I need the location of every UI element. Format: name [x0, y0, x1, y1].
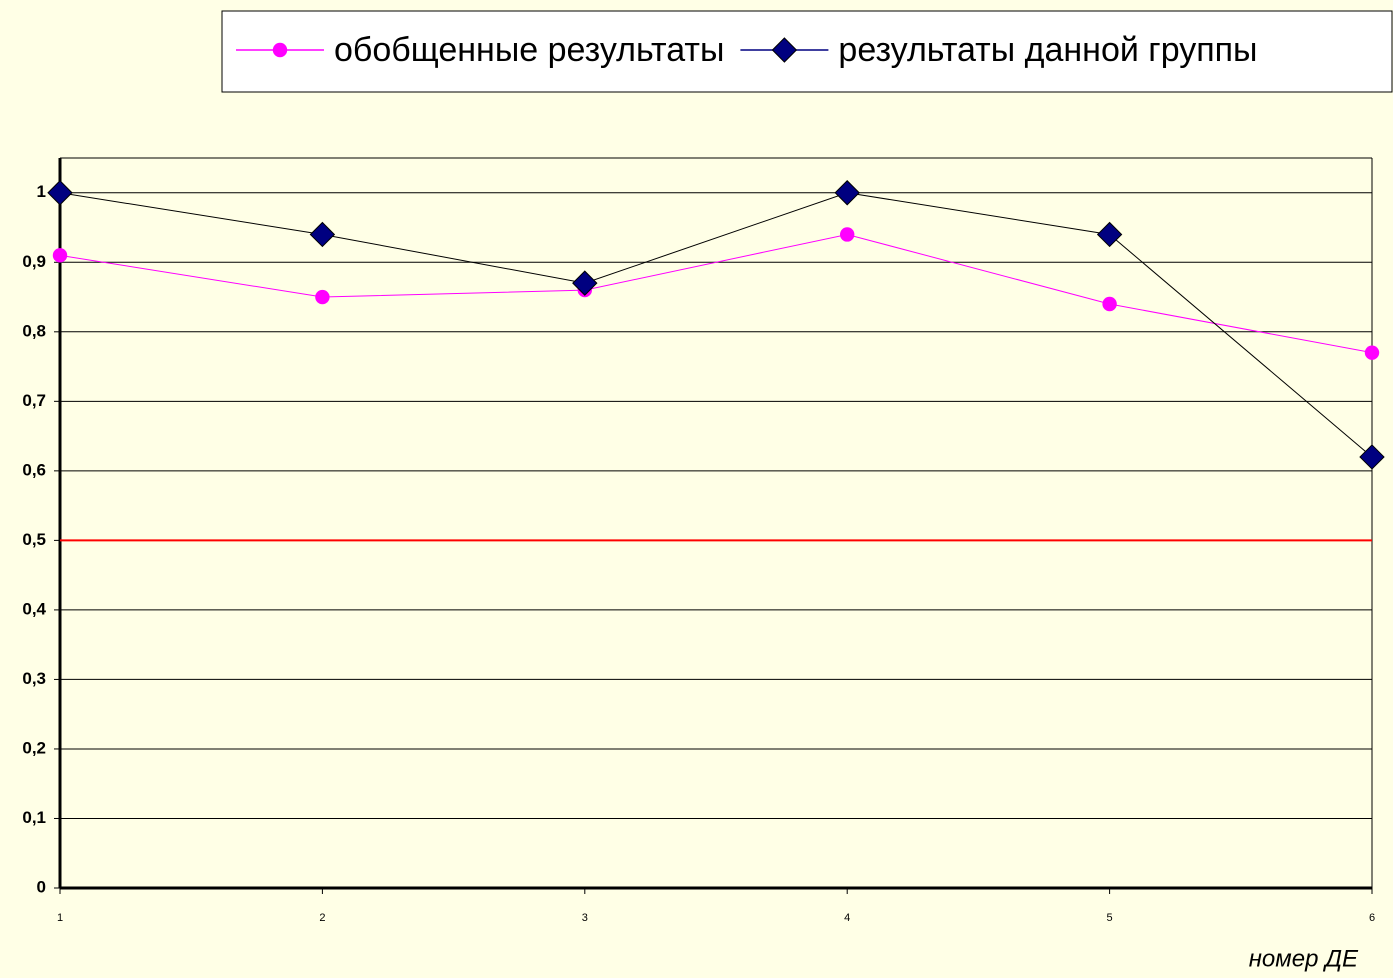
legend-label: обобщенные результаты [334, 31, 724, 69]
marker [1102, 296, 1117, 312]
marker [52, 248, 68, 263]
y-tick-label: 0 [37, 877, 46, 896]
y-tick-label: 0,7 [22, 391, 46, 410]
y-tick-label: 1 [37, 182, 46, 201]
x-tick-label: 6 [1369, 912, 1375, 924]
marker [840, 227, 855, 242]
marker [315, 289, 330, 305]
marker [834, 180, 860, 206]
y-tick-label: 0,6 [22, 460, 46, 479]
y-tick-label: 0,5 [22, 530, 46, 549]
x-tick-label: 5 [1107, 912, 1113, 924]
series-line [59, 192, 1373, 458]
legend-box [221, 10, 1393, 93]
y-tick-label: 0,9 [22, 252, 46, 271]
marker [1359, 444, 1385, 470]
y-tick-label: 0,3 [22, 669, 46, 688]
y-tick-label: 0,4 [22, 599, 46, 618]
legend-marker [771, 37, 798, 63]
marker [1096, 221, 1123, 248]
x-tick-label: 4 [844, 912, 850, 924]
x-tick-label: 2 [319, 912, 325, 924]
marker [47, 180, 73, 206]
x-tick-label: 3 [582, 912, 588, 924]
marker [309, 221, 336, 248]
series-line [59, 233, 1373, 354]
legend-marker [272, 42, 288, 58]
x-tick-label: 1 [57, 912, 63, 924]
marker [572, 270, 598, 296]
marker [1364, 345, 1380, 360]
y-tick-label: 0,8 [22, 321, 46, 340]
x-axis-label: номер ДЕ [1249, 945, 1359, 972]
y-tick-label: 0,2 [22, 738, 46, 757]
y-tick-label: 0,1 [22, 808, 46, 827]
legend-label: результаты данной группы [838, 31, 1257, 69]
